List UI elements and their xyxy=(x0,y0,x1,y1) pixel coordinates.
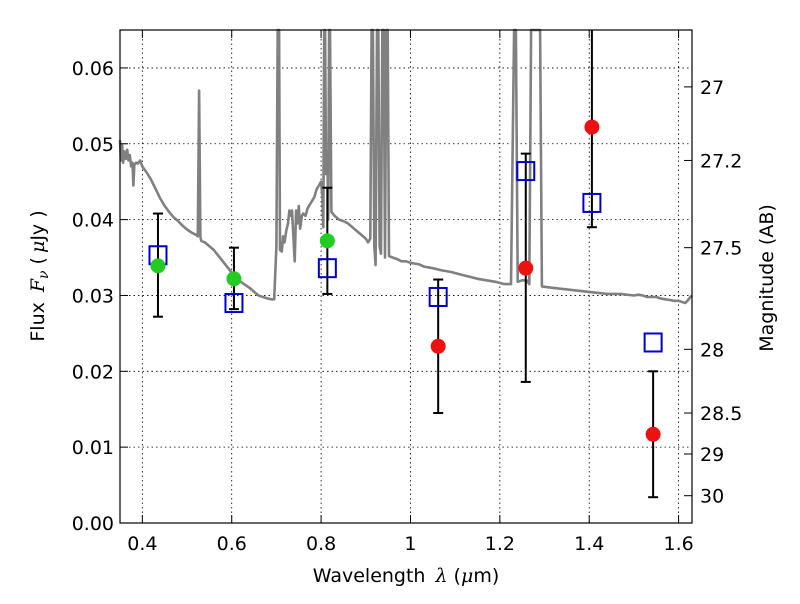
model-square-marker xyxy=(516,161,536,182)
model-square-marker xyxy=(643,332,663,353)
detection-point xyxy=(319,233,335,249)
plot-frame xyxy=(119,29,693,524)
x-axis-title: Wavelength λ (μm) xyxy=(313,565,499,587)
x-tick-label: 1.2 xyxy=(485,533,515,555)
x-tick-label: 0.8 xyxy=(306,533,336,555)
nondetection-point xyxy=(584,119,600,135)
x-axis-ticks: 0.4 0.6 0.8 1 1.2 1.4 1.6 xyxy=(127,30,694,555)
detection-point xyxy=(226,271,242,287)
y-tick-label: 0.03 xyxy=(72,285,114,307)
error-bars xyxy=(152,30,659,499)
y2-tick-label: 27 xyxy=(700,77,724,99)
y-axis-ticks: 0.00 0.01 0.02 0.03 0.04 0.05 0.06 xyxy=(72,58,128,535)
y2-tick-label: 27.2 xyxy=(700,150,742,172)
template-sed xyxy=(118,28,693,305)
x-tick-label: 0.6 xyxy=(217,533,247,555)
y2-axis-ticks: 27 27.2 27.5 28 28.5 29 30 xyxy=(684,77,742,508)
nondetection-point xyxy=(430,338,446,354)
y-tick-label: 0.05 xyxy=(72,134,114,156)
model-square-marker xyxy=(582,192,602,213)
x-tick-label: 0.4 xyxy=(127,533,157,555)
detection-point xyxy=(150,258,166,274)
y-tick-label: 0.00 xyxy=(72,513,114,535)
x-tick-label: 1.6 xyxy=(663,533,693,555)
y2-tick-label: 29 xyxy=(700,444,724,466)
y-tick-label: 0.02 xyxy=(72,361,114,383)
grid-lines xyxy=(120,30,692,523)
y2-tick-label: 30 xyxy=(700,486,724,508)
model-square-marker xyxy=(317,258,337,279)
nondetection-point xyxy=(518,260,534,276)
y-tick-label: 0.04 xyxy=(72,210,114,232)
model-square-marker xyxy=(224,293,244,314)
y-tick-label: 0.01 xyxy=(72,437,114,459)
y2-tick-label: 28 xyxy=(700,339,724,361)
y-tick-label: 0.06 xyxy=(72,58,114,80)
y2-axis-title: Magnitude (AB) xyxy=(756,204,778,352)
y-axis-title: FluxFν(μJy ) xyxy=(27,210,52,341)
x-tick-label: 1.4 xyxy=(574,533,604,555)
nondetection-point xyxy=(645,426,661,442)
y2-tick-label: 27.5 xyxy=(700,238,742,260)
data-markers xyxy=(148,119,663,442)
model-square-marker xyxy=(428,286,448,307)
y2-tick-label: 28.5 xyxy=(700,403,742,425)
template-sed-line xyxy=(118,28,693,305)
x-tick-label: 1 xyxy=(404,533,416,555)
